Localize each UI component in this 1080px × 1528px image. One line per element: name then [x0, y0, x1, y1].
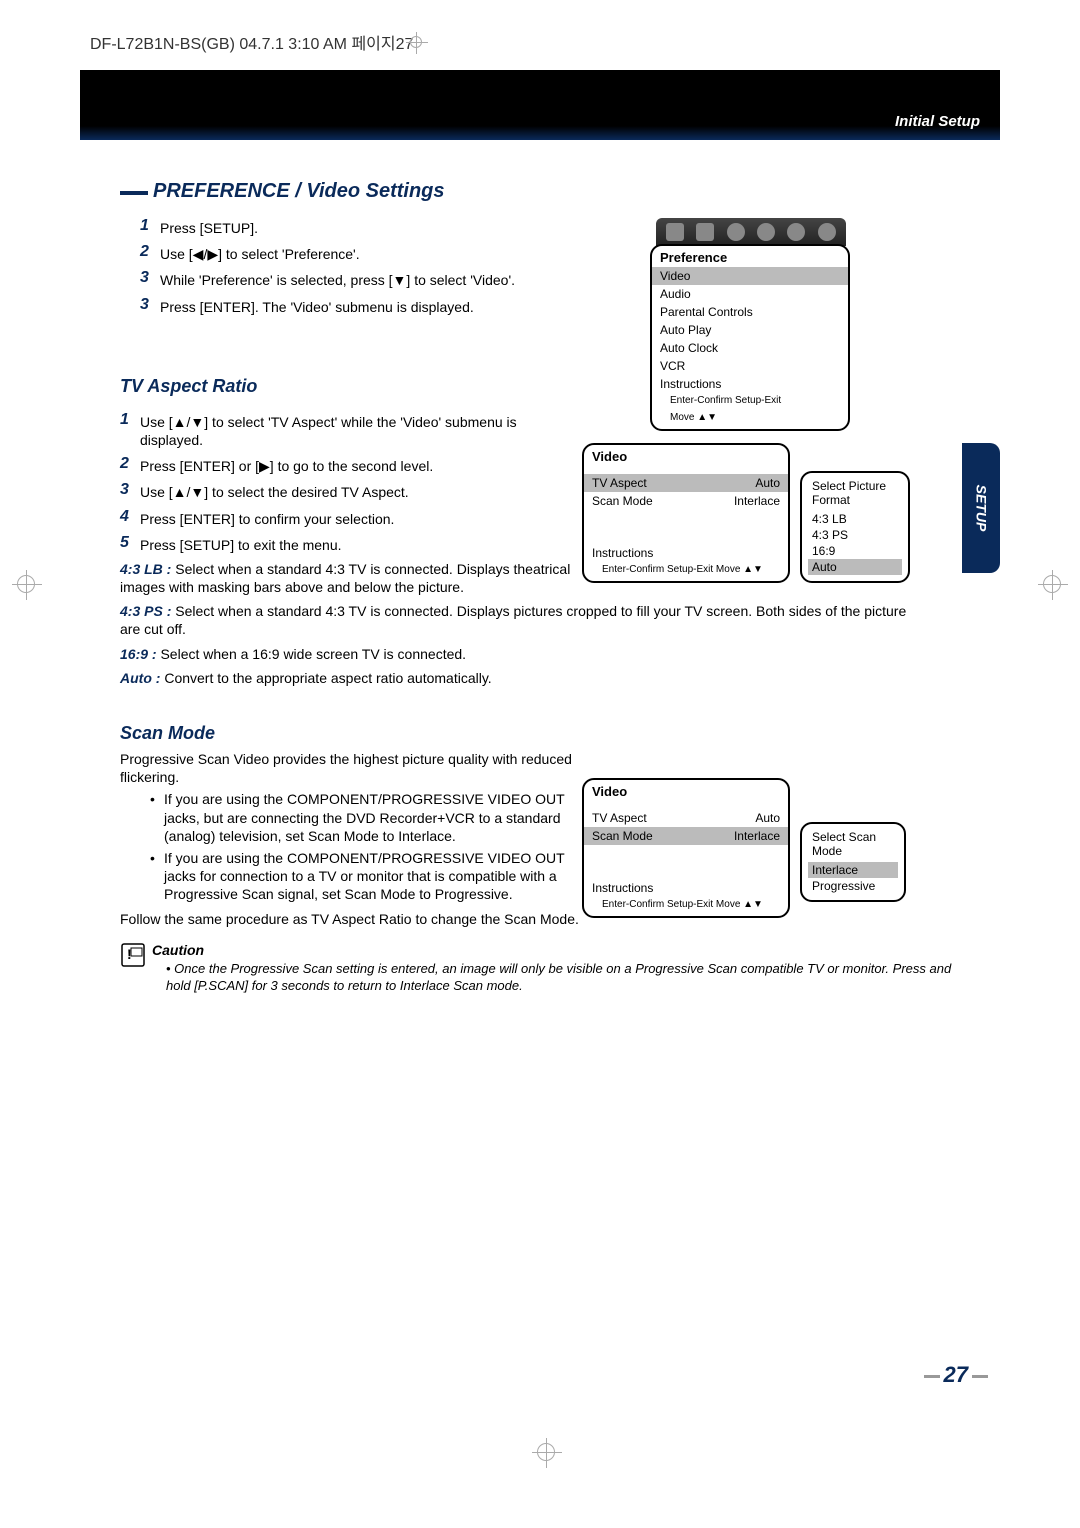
definition: 16:9 : Select when a 16:9 wide screen TV…: [120, 645, 960, 663]
crop-marks: [0, 570, 1080, 600]
list-item: 3While 'Preference' is selected, press […: [140, 269, 960, 289]
follow-text: Follow the same procedure as TV Aspect R…: [120, 910, 960, 928]
list-item: 4Press [ENTER] to confirm your selection…: [120, 508, 575, 528]
crop-mark-icon: [406, 32, 428, 54]
definition: 4:3 PS : Select when a standard 4:3 TV i…: [120, 602, 910, 638]
tv-aspect-heading: TV Aspect Ratio: [120, 376, 575, 397]
list-item: 1Use [▲/▼] to select 'TV Aspect' while t…: [120, 411, 575, 449]
list-item: 3Press [ENTER]. The 'Video' submenu is d…: [140, 296, 960, 316]
page-number: 27: [920, 1362, 992, 1388]
caution-title: Caution: [152, 942, 960, 958]
caution-box: ! Caution Once the Progressive Scan sett…: [120, 942, 960, 995]
list-item: 5Press [SETUP] to exit the menu.: [120, 534, 575, 554]
crop-mark-icon: [532, 1438, 562, 1468]
definition: Auto : Convert to the appropriate aspect…: [120, 669, 960, 687]
scan-mode-intro: Progressive Scan Video provides the high…: [120, 750, 575, 786]
list-item: 2Press [ENTER] or [▶] to go to the secon…: [120, 455, 575, 475]
caution-icon: !: [120, 942, 146, 968]
list-item: 3Use [▲/▼] to select the desired TV Aspe…: [120, 481, 575, 501]
setup-side-tab: SETUP: [962, 443, 1000, 573]
top-banner: Initial Setup: [80, 70, 1000, 140]
list-item: 2Use [◀/▶] to select 'Preference'.: [140, 243, 960, 263]
scan-mode-heading: Scan Mode: [120, 723, 575, 744]
caution-text: Once the Progressive Scan setting is ent…: [166, 960, 960, 995]
page-header: DF-L72B1N-BS(GB) 04.7.1 3:10 AM 페이지27: [90, 30, 413, 54]
list-item: If you are using the COMPONENT/PROGRESSI…: [150, 790, 575, 845]
section-heading: PREFERENCE / Video Settings: [120, 180, 960, 203]
list-item: 1Press [SETUP].: [140, 217, 960, 237]
breadcrumb: Initial Setup: [895, 113, 980, 130]
list-item: If you are using the COMPONENT/PROGRESSI…: [150, 849, 575, 904]
